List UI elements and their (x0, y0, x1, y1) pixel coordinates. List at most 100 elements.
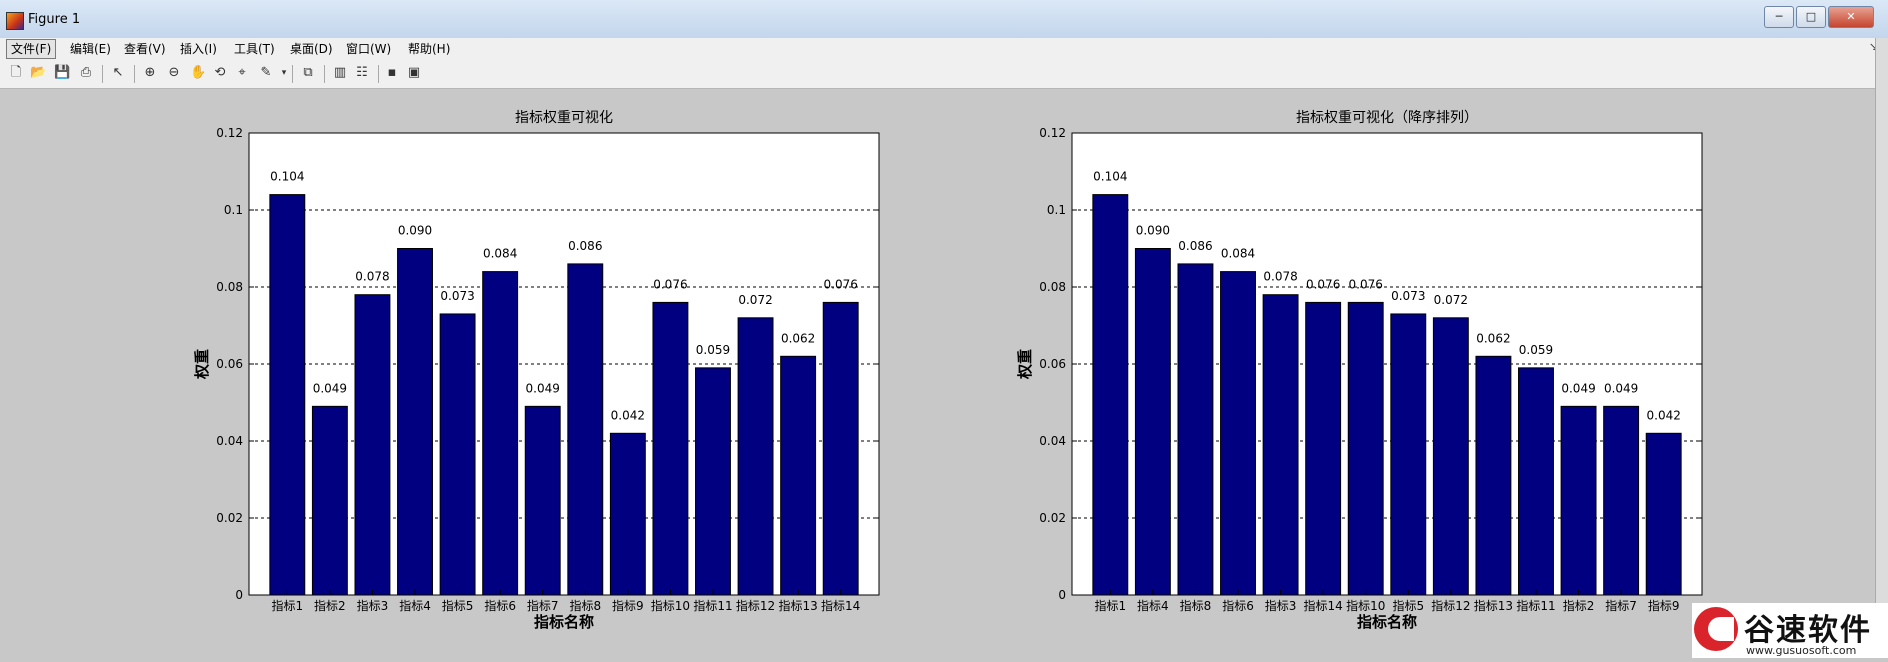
chart2-y-axis-label: 权重 (1016, 349, 1034, 380)
chart1-bar (737, 317, 774, 596)
chart2-bar-value-label: 0.076 (1349, 277, 1383, 291)
chart2-bar-value-label: 0.076 (1306, 277, 1340, 291)
window-title: Figure 1 (28, 12, 81, 27)
minimize-button[interactable]: ─ (1764, 6, 1794, 28)
chart1-bar-value-label: 0.049 (313, 381, 347, 395)
chart2-bar (1432, 317, 1469, 596)
chart2-bar-value-label: 0.049 (1561, 381, 1595, 395)
chart1-bar-value-label: 0.073 (440, 289, 474, 303)
chart2-bar-value-label: 0.086 (1178, 239, 1212, 253)
show-tools-icon[interactable]: ▣ (407, 65, 421, 80)
matlab-icon (6, 12, 24, 30)
new-figure-icon[interactable]: 🗋 (10, 65, 22, 80)
chart2-bar (1560, 405, 1597, 596)
chart2-bar-value-label: 0.084 (1221, 247, 1255, 261)
chart2-y-tick-label: 0.06 (1039, 357, 1066, 371)
zoom-out-icon[interactable]: ⊖ (168, 65, 180, 80)
close-button[interactable]: ✕ (1828, 6, 1874, 28)
menu-file[interactable]: 文件(F) (6, 39, 57, 59)
chart2-y-tick-label: 0.02 (1039, 511, 1066, 525)
pointer-icon[interactable]: ↖ (112, 65, 124, 80)
menu-desktop[interactable]: 桌面(D) (290, 42, 333, 56)
chart1-y-axis-label: 权重 (193, 349, 211, 380)
chart2-x-tick-label: 指标14 (1304, 598, 1343, 613)
toolbar-separator (134, 65, 135, 83)
watermark-logo: 谷速软件 www.gusuosoft.com (1692, 603, 1888, 658)
colorbar-icon[interactable]: ▥ (333, 65, 347, 80)
maximize-button[interactable]: □ (1796, 6, 1826, 28)
chart1-y-tick-label: 0 (235, 588, 243, 602)
window-titlebar: Figure 1 ─ □ ✕ (0, 0, 1888, 39)
chart1-bar (780, 355, 817, 596)
chart1-bar (354, 294, 391, 596)
chart1-bar (609, 432, 646, 596)
brush-dropdown-icon[interactable]: ▾ (281, 68, 287, 78)
menu-edit[interactable]: 编辑(E) (70, 42, 111, 56)
rotate-3d-icon[interactable]: ⟲ (214, 65, 226, 80)
chart2-bar (1220, 271, 1256, 596)
brush-icon[interactable]: ✎ (260, 65, 272, 80)
logo-mark-icon (1694, 607, 1738, 651)
chart1-y-tick-label: 0.04 (216, 434, 243, 448)
toolbar: 🗋 📂 💾 ⎙ ↖ ⊕ ⊖ ✋ ⟲ ⌖ ✎ ▾ ⧉ ▥ ☷ ▪ ▣ (0, 60, 1888, 89)
chart2-x-tick-label: 指标11 (1516, 598, 1555, 613)
data-cursor-icon[interactable]: ⌖ (238, 65, 246, 80)
chart1-y-tick-label: 0.12 (216, 126, 243, 140)
chart1-bar-value-label: 0.072 (738, 293, 772, 307)
chart2-bar-value-label: 0.042 (1647, 408, 1681, 422)
chart1-bar (652, 301, 689, 596)
link-plot-icon[interactable]: ⧉ (303, 65, 313, 80)
window-right-border (1875, 38, 1888, 658)
window-controls: ─ □ ✕ (1764, 6, 1874, 28)
chart2-bar (1390, 313, 1427, 596)
chart2-y-tick-label: 0.04 (1039, 434, 1066, 448)
chart2-x-tick-label: 指标2 (1563, 598, 1595, 613)
menu-window[interactable]: 窗口(W) (346, 42, 392, 56)
menu-bar: 文件(F) 编辑(E) 查看(V) 插入(I) 工具(T) 桌面(D) 窗口(W… (0, 38, 1888, 60)
chart1-x-tick-label: 指标14 (821, 598, 860, 613)
chart1-bar-value-label: 0.076 (824, 277, 858, 291)
menu-insert[interactable]: 插入(I) (180, 42, 217, 56)
chart1-bar (269, 194, 306, 596)
chart2-x-tick-label: 指标3 (1265, 598, 1297, 613)
chart2-bar-value-label: 0.062 (1476, 331, 1510, 345)
chart2-y-tick-label: 0.08 (1039, 280, 1066, 294)
chart2-title: 指标权重可视化（降序排列） (1296, 110, 1478, 126)
chart2-x-tick-label: 指标7 (1605, 598, 1637, 613)
chart1-x-axis-label: 指标名称 (534, 613, 594, 631)
zoom-in-icon[interactable]: ⊕ (144, 65, 156, 80)
pan-icon[interactable]: ✋ (190, 65, 207, 80)
chart2-bar (1645, 432, 1682, 596)
chart2-bar-value-label: 0.059 (1519, 343, 1553, 357)
chart1-bar (311, 405, 348, 596)
chart1-x-tick-label: 指标12 (736, 598, 775, 613)
chart2-bar (1603, 405, 1640, 596)
hide-tools-icon[interactable]: ▪ (387, 65, 397, 80)
menu-help[interactable]: 帮助(H) (408, 42, 451, 56)
chart1-bar-value-label: 0.076 (653, 277, 687, 291)
chart1-x-tick-label: 指标4 (399, 598, 431, 613)
chart2-bar-value-label: 0.072 (1434, 293, 1468, 307)
dock-arrow-icon[interactable]: ↘ (1868, 40, 1878, 53)
print-icon[interactable]: ⎙ (80, 65, 92, 80)
chart1-x-tick-label: 指标13 (778, 598, 817, 613)
chart2-y-tick-label: 0 (1058, 588, 1066, 602)
chart1-x-tick-label: 指标6 (484, 598, 516, 613)
chart2-y-tick-label: 0.1 (1047, 203, 1066, 217)
chart2-bar (1262, 294, 1299, 596)
legend-icon[interactable]: ☷ (356, 65, 368, 80)
chart2-x-axis-label: 指标名称 (1357, 613, 1417, 631)
chart2-bar-value-label: 0.104 (1093, 170, 1127, 184)
menu-view[interactable]: 查看(V) (124, 42, 166, 56)
chart1-y-tick-label: 0.02 (216, 511, 243, 525)
chart2-x-tick-label: 指标12 (1431, 598, 1470, 613)
figure-canvas: 0 0.02 0.04 0.06 0.08 0.1 0.12 0.104 指标1 0.049 指标2… (6, 89, 1874, 658)
chart1-x-tick-label: 指标3 (357, 598, 389, 613)
menu-tools[interactable]: 工具(T) (234, 42, 275, 56)
chart1-bar (524, 405, 561, 596)
save-icon[interactable]: 💾 (54, 65, 71, 80)
chart1-bar-value-label: 0.059 (696, 343, 730, 357)
open-file-icon[interactable]: 📂 (30, 65, 47, 80)
chart2-x-tick-label: 指标6 (1222, 598, 1254, 613)
chart2-x-tick-label: 指标1 (1094, 598, 1126, 613)
